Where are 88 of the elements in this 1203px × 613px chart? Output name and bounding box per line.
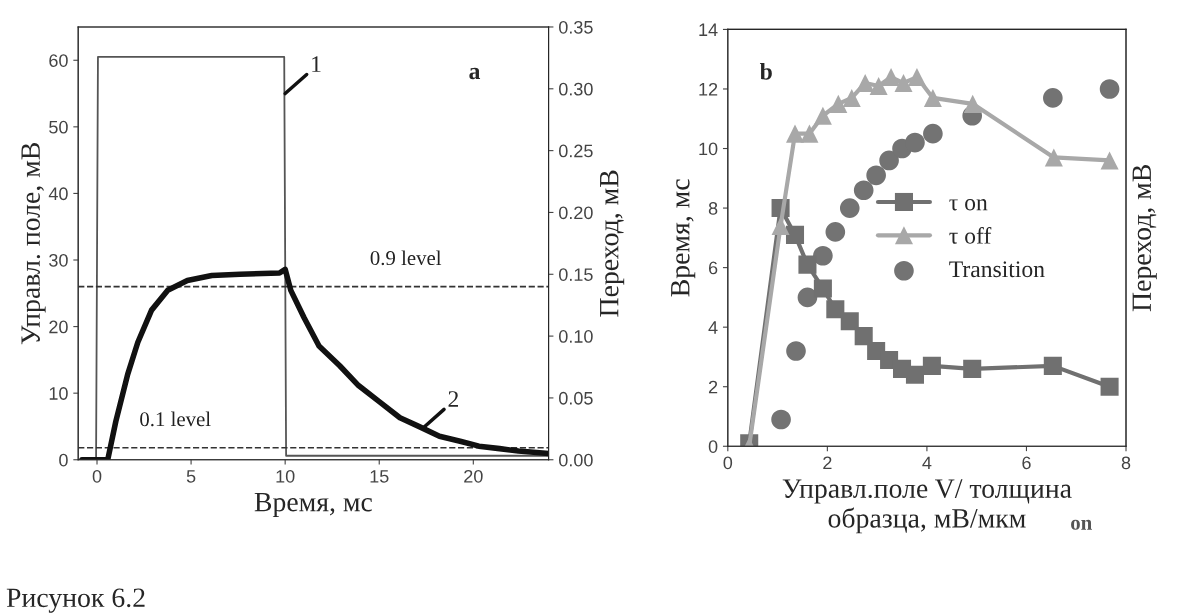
point (771, 409, 791, 430)
x-tick-label: 2 (823, 456, 832, 470)
x-tick-label: 5 (186, 470, 196, 483)
y-tick-label: 10 (699, 142, 718, 156)
point (856, 73, 875, 93)
point (869, 76, 888, 96)
legend-label: Transition (949, 261, 1045, 278)
y-tick-label: 50 (49, 120, 68, 134)
point (853, 180, 874, 201)
x-tick-label: 0 (92, 469, 102, 483)
point (842, 88, 861, 107)
point (1044, 148, 1063, 167)
y2-tick-label: 0.20 (559, 206, 593, 220)
y-tick-label: 0 (708, 440, 718, 453)
point (922, 356, 941, 375)
y-tick-label: 12 (699, 82, 718, 96)
ref-line-label: 0.1 level (140, 411, 211, 427)
y-tick-label: 20 (49, 320, 68, 334)
annotation: 1 (312, 56, 321, 72)
y-tick-label: 60 (49, 54, 68, 67)
y-tick-label: 4 (708, 321, 718, 334)
y2-axis-title: Переход, мВ (1132, 165, 1157, 312)
y-tick-label: 14 (699, 23, 718, 36)
y2-tick-label: 0.00 (559, 453, 593, 467)
point (1100, 151, 1119, 170)
ref-line-label: 0.9 level (370, 250, 442, 266)
point (813, 279, 832, 298)
point (905, 365, 924, 384)
text: Рисунок 6.2 (6, 588, 145, 613)
legend-label: τ off (949, 226, 992, 244)
x-tick-label: 15 (370, 470, 389, 483)
x-tick-label: 10 (276, 469, 295, 483)
point (1099, 79, 1120, 99)
x-tick-label: 0 (723, 456, 733, 470)
point (829, 94, 848, 113)
point (800, 124, 819, 143)
y2-tick-label: 0.35 (559, 20, 593, 34)
x-axis-title: Управл.поле V/ толщина образца, мВ/мкм (782, 479, 1072, 534)
point (963, 94, 982, 113)
point (813, 245, 833, 266)
point (963, 359, 982, 378)
x-tick-label: 6 (1022, 456, 1031, 470)
annotation: b (759, 63, 772, 80)
y-tick-label: 6 (708, 261, 718, 275)
point (866, 165, 886, 186)
point (771, 216, 790, 235)
point (907, 68, 926, 87)
y2-tick-label: 0.10 (559, 330, 593, 343)
annotation: a (469, 67, 481, 80)
y-tick-label: 2 (708, 380, 718, 394)
point (879, 150, 899, 171)
point (905, 132, 925, 153)
y-tick-label: 40 (48, 187, 68, 201)
y-tick-label: 30 (49, 253, 68, 267)
y-axis-title: Время, мс (671, 179, 696, 297)
y2-tick-label: 0.05 (559, 391, 593, 405)
y-tick-label: 8 (708, 202, 718, 215)
x-tick-label: 4 (922, 456, 932, 470)
point (1043, 356, 1062, 375)
y2-tick-label: 0.25 (559, 144, 593, 158)
point (813, 106, 832, 125)
point (826, 300, 845, 319)
point (839, 198, 860, 218)
y-tick-label: 10 (49, 387, 68, 400)
annotation: 2 (448, 391, 459, 407)
point (1043, 88, 1063, 108)
point (1100, 377, 1119, 396)
point (923, 123, 943, 144)
point (785, 124, 805, 143)
point (825, 222, 846, 242)
point (854, 327, 873, 346)
y-axis-title: Управл. поле, мВ (21, 143, 46, 345)
y2-tick-label: 0.30 (559, 82, 593, 96)
point (785, 225, 805, 244)
y2-tick-label: 0.15 (559, 268, 593, 281)
point (797, 287, 818, 308)
x-tick-label: 8 (1121, 456, 1131, 470)
point (882, 68, 901, 87)
point (798, 255, 817, 274)
x-tick-label: 20 (464, 469, 483, 483)
text: on (1071, 519, 1092, 530)
x-axis-title: Время, мс (254, 492, 372, 518)
point (840, 312, 859, 331)
point (894, 73, 913, 93)
y2-axis-title: Переход, мВ (600, 170, 625, 317)
point (786, 341, 806, 361)
legend-label: τ on (949, 199, 988, 211)
point (923, 88, 942, 107)
